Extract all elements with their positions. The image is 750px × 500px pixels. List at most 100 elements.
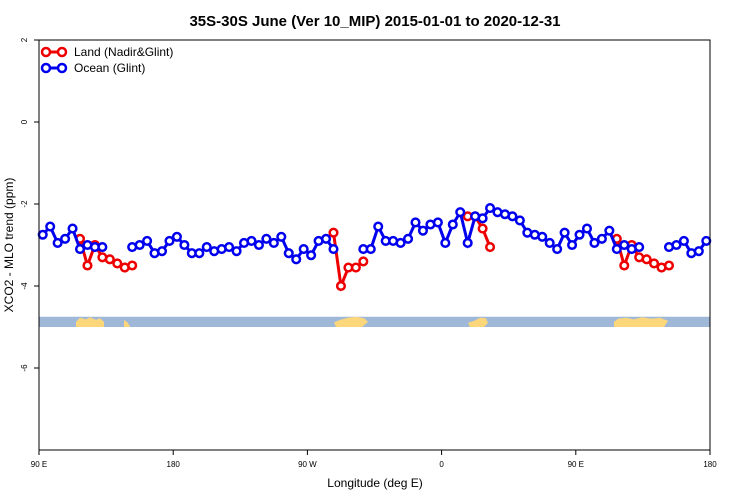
data-point (261, 233, 272, 244)
land-area (334, 316, 368, 327)
data-point (335, 280, 347, 292)
data-point (619, 260, 630, 271)
series-ocean (37, 203, 712, 265)
land-area (124, 319, 130, 327)
y-tick-label: 0 (20, 119, 29, 124)
data-point (104, 254, 115, 265)
data-point (611, 244, 622, 255)
data-point (127, 260, 138, 271)
data-point (395, 237, 406, 248)
data-point (358, 256, 369, 267)
land-area (76, 317, 104, 327)
x-axis-label: Longitude (deg E) (327, 476, 422, 490)
data-point (306, 250, 317, 261)
data-point (634, 242, 645, 253)
data-point (477, 213, 488, 224)
data-point (201, 242, 212, 253)
data-point (179, 239, 190, 251)
x-tick-label: 180 (167, 460, 181, 469)
data-point (544, 237, 555, 248)
data-point (194, 248, 205, 259)
data-point (82, 260, 93, 271)
series-layer (37, 203, 712, 292)
land-area (468, 317, 488, 327)
x-tick-label: 0 (439, 460, 444, 469)
legend-label-ocean: Ocean (Glint) (74, 61, 145, 75)
data-point (60, 233, 71, 244)
data-point (440, 237, 451, 248)
data-point (156, 246, 168, 257)
data-point (268, 237, 279, 248)
data-point (320, 233, 332, 244)
data-point (701, 235, 712, 246)
data-point (97, 242, 108, 253)
data-point (559, 227, 570, 238)
data-point (417, 225, 429, 236)
legend-label-land: Land (Nadir&Glint) (74, 45, 173, 59)
data-point (462, 237, 473, 248)
series-land (74, 211, 675, 292)
data-point (67, 223, 78, 234)
land-ocean-band (39, 316, 710, 327)
data-point (328, 244, 339, 255)
x-tick-label: 90 W (298, 460, 317, 469)
x-tick-label: 180 (703, 460, 717, 469)
x-tick-label: 90 E (568, 460, 584, 469)
y-axis: 2 0 -2 -4 -6 (20, 37, 39, 372)
y-tick-label: -6 (20, 364, 29, 372)
legend-marker-land (40, 46, 52, 58)
data-point (246, 235, 257, 246)
data-point (485, 203, 496, 214)
data-point (581, 223, 593, 234)
data-point (447, 219, 458, 230)
data-point (671, 239, 682, 251)
data-point (231, 246, 242, 257)
data-point (596, 233, 607, 244)
data-point (52, 237, 63, 248)
data-point (365, 244, 376, 255)
legend-item-land: Land (Nadir&Glint) (40, 45, 173, 59)
data-point (455, 207, 466, 218)
data-point (164, 235, 175, 246)
data-point (291, 254, 302, 265)
data-point (477, 223, 488, 234)
data-point (350, 262, 361, 273)
data-point (134, 239, 145, 251)
data-point (37, 229, 48, 240)
data-point (253, 239, 264, 251)
data-point (142, 235, 153, 246)
data-point (171, 231, 182, 242)
data-point (403, 233, 414, 244)
data-point (410, 217, 421, 228)
legend-marker-ocean (40, 62, 52, 74)
y-tick-label: 2 (20, 37, 29, 42)
x-tick-label: 90 E (31, 460, 47, 469)
y-axis-label: XCO2 - MLO trend (ppm) (2, 178, 16, 313)
data-point (663, 260, 675, 271)
land-area (614, 317, 668, 327)
data-point (619, 239, 630, 251)
legend: Land (Nadir&Glint) Ocean (Glint) (40, 45, 173, 75)
ocean-band (39, 316, 710, 327)
legend-marker-land (56, 46, 68, 58)
data-point (485, 242, 496, 253)
data-point (45, 221, 56, 232)
data-point (678, 235, 689, 246)
data-point (641, 254, 652, 265)
data-point (567, 239, 578, 251)
y-tick-label: -4 (20, 282, 29, 290)
data-point (507, 211, 518, 222)
data-point (298, 244, 309, 255)
data-point (552, 244, 563, 255)
chart-title: 35S-30S June (Ver 10_MIP) 2015-01-01 to … (189, 13, 560, 30)
legend-marker-ocean (56, 62, 68, 74)
legend-item-ocean: Ocean (Glint) (40, 61, 145, 75)
data-point (112, 258, 123, 269)
data-point (276, 231, 287, 242)
data-point (74, 244, 86, 255)
data-point (373, 221, 384, 232)
plot-frame (38, 39, 711, 451)
data-point (649, 258, 660, 269)
data-point (589, 237, 600, 248)
